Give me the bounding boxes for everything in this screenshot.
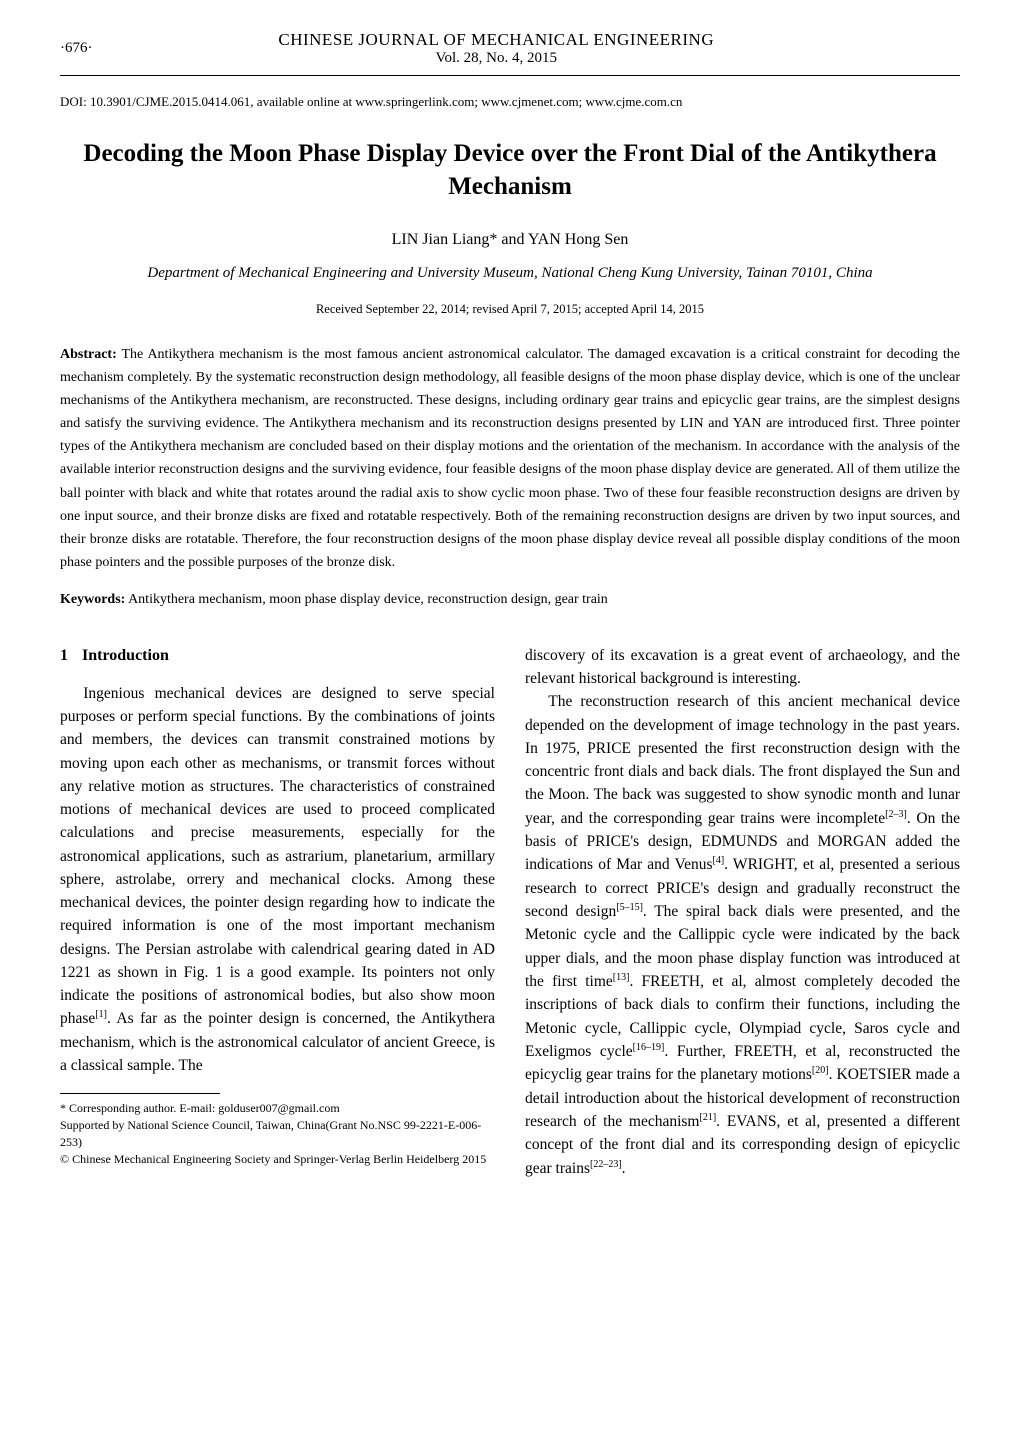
citation-ref: [21] (699, 1112, 716, 1123)
citation-ref: [2–3] (885, 809, 907, 820)
citation-ref: [20] (812, 1065, 829, 1076)
right-column: discovery of its excavation is a great e… (525, 644, 960, 1180)
header-divider (60, 75, 960, 76)
footnote-copyright: © Chinese Mechanical Engineering Society… (60, 1151, 495, 1168)
body-text: . As far as the pointer design is concer… (60, 1011, 495, 1075)
body-two-column: 1 Introduction Ingenious mechanical devic… (60, 644, 960, 1180)
doi-line: DOI: 10.3901/CJME.2015.0414.061, availab… (60, 94, 960, 110)
intro-paragraph-1: Ingenious mechanical devices are designe… (60, 682, 495, 1077)
keywords: Keywords: Antikythera mechanism, moon ph… (60, 592, 960, 608)
abstract: Abstract: The Antikythera mechanism is t… (60, 343, 960, 574)
article-title: Decoding the Moon Phase Display Device o… (60, 138, 960, 203)
citation-ref: [4] (712, 855, 724, 866)
body-text: . (622, 1160, 626, 1177)
section-number: 1 (60, 647, 68, 664)
citation-ref: [13] (613, 972, 630, 983)
affiliation: Department of Mechanical Engineering and… (60, 263, 960, 284)
left-column: 1 Introduction Ingenious mechanical devic… (60, 644, 495, 1180)
received-dates: Received September 22, 2014; revised Apr… (60, 302, 960, 317)
journal-name: CHINESE JOURNAL OF MECHANICAL ENGINEERIN… (93, 30, 901, 50)
citation-ref: [5–15] (616, 902, 643, 913)
paper-header: ·676· CHINESE JOURNAL OF MECHANICAL ENGI… (60, 30, 960, 67)
journal-header: CHINESE JOURNAL OF MECHANICAL ENGINEERIN… (93, 30, 901, 67)
citation-ref: [22–23] (590, 1159, 622, 1170)
keywords-text: Antikythera mechanism, moon phase displa… (128, 592, 608, 607)
page-number: ·676· (60, 40, 93, 57)
authors: LIN Jian Liang* and YAN Hong Sen (60, 231, 960, 249)
section-title: Introduction (82, 647, 169, 664)
citation-ref: [1] (95, 1009, 107, 1020)
intro-paragraph-2: The reconstruction research of this anci… (525, 690, 960, 1180)
body-text: The reconstruction research of this anci… (525, 693, 960, 826)
body-text: Ingenious mechanical devices are designe… (60, 685, 495, 1028)
intro-continuation: discovery of its excavation is a great e… (525, 644, 960, 691)
footnote-corresponding: * Corresponding author. E-mail: golduser… (60, 1100, 495, 1117)
keywords-label: Keywords: (60, 592, 125, 607)
abstract-text: The Antikythera mechanism is the most fa… (60, 347, 960, 570)
footnote-divider (60, 1093, 220, 1094)
abstract-label: Abstract: (60, 347, 117, 362)
section-heading: 1 Introduction (60, 644, 495, 668)
volume-info: Vol. 28, No. 4, 2015 (93, 50, 901, 67)
footnote-funding: Supported by National Science Council, T… (60, 1117, 495, 1151)
citation-ref: [16–19] (633, 1042, 665, 1053)
